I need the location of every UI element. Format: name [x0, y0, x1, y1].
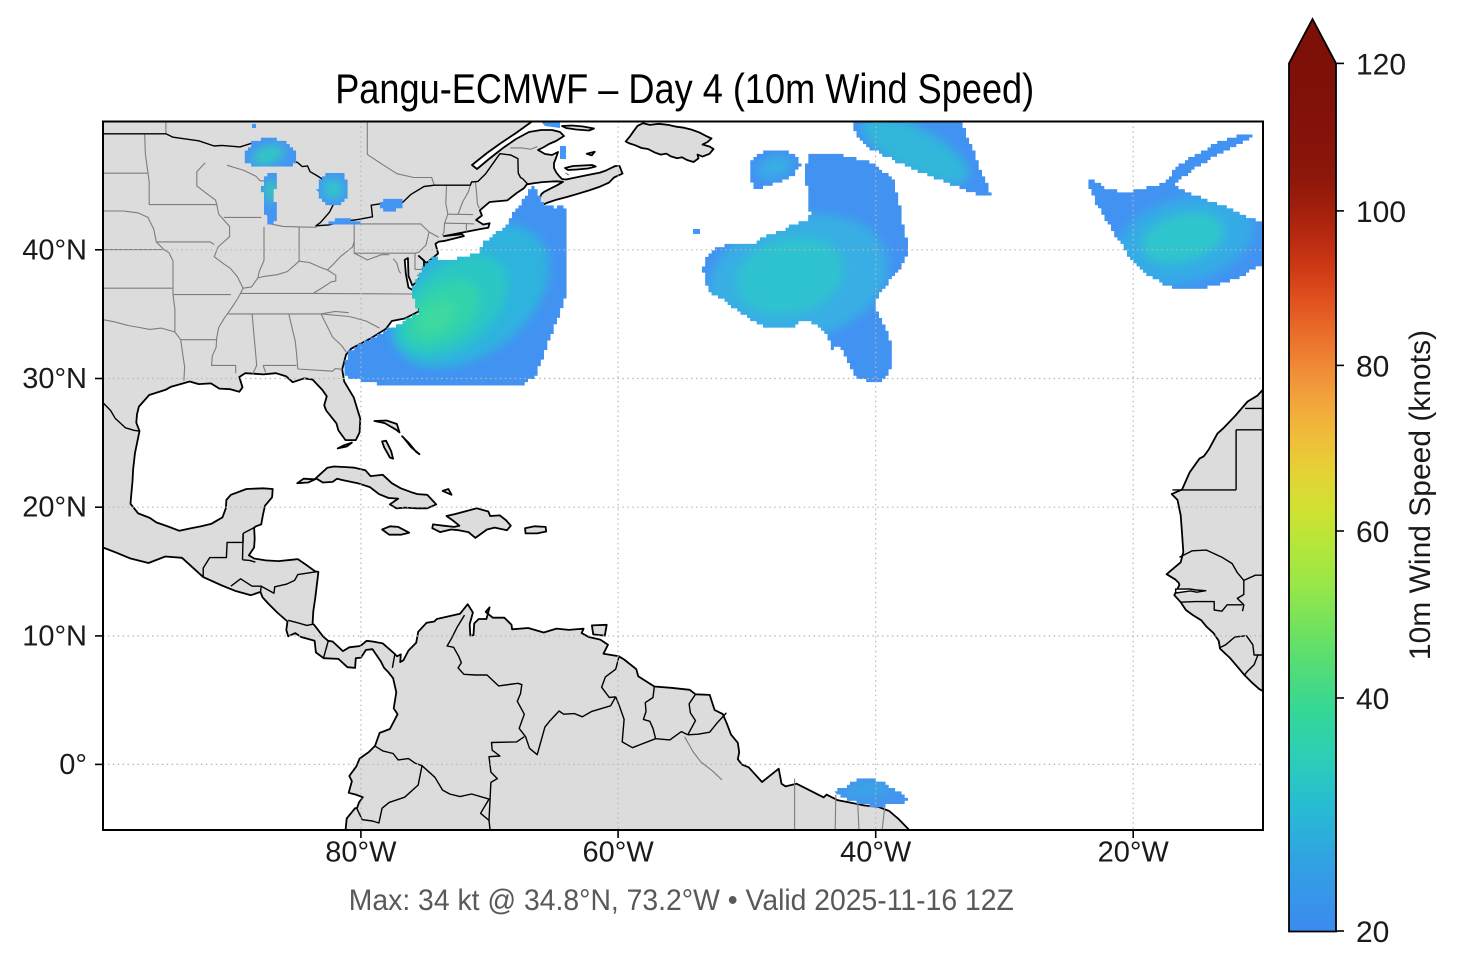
svg-text:40°W: 40°W — [840, 837, 912, 869]
svg-text:10m Wind Speed (knots): 10m Wind Speed (knots) — [1404, 330, 1437, 660]
svg-text:40: 40 — [1356, 683, 1389, 716]
svg-text:20°W: 20°W — [1098, 837, 1170, 869]
svg-text:80°W: 80°W — [325, 837, 397, 869]
svg-text:40°N: 40°N — [22, 234, 87, 266]
svg-text:20: 20 — [1356, 916, 1389, 949]
svg-text:30°N: 30°N — [22, 363, 87, 395]
svg-text:80: 80 — [1356, 350, 1389, 383]
svg-text:Max: 34 kt @ 34.8°N, 73.2°W •: Max: 34 kt @ 34.8°N, 73.2°W • Valid 2025… — [349, 884, 1014, 917]
svg-text:60°W: 60°W — [582, 837, 654, 869]
svg-text:Pangu-ECMWF – Day 4 (10m Wind: Pangu-ECMWF – Day 4 (10m Wind Speed) — [335, 65, 1034, 112]
svg-text:10°N: 10°N — [22, 620, 87, 652]
svg-text:100: 100 — [1356, 196, 1406, 229]
svg-text:60: 60 — [1356, 516, 1389, 549]
svg-text:0°: 0° — [59, 749, 87, 781]
svg-text:20°N: 20°N — [22, 492, 87, 524]
svg-text:120: 120 — [1356, 48, 1406, 81]
